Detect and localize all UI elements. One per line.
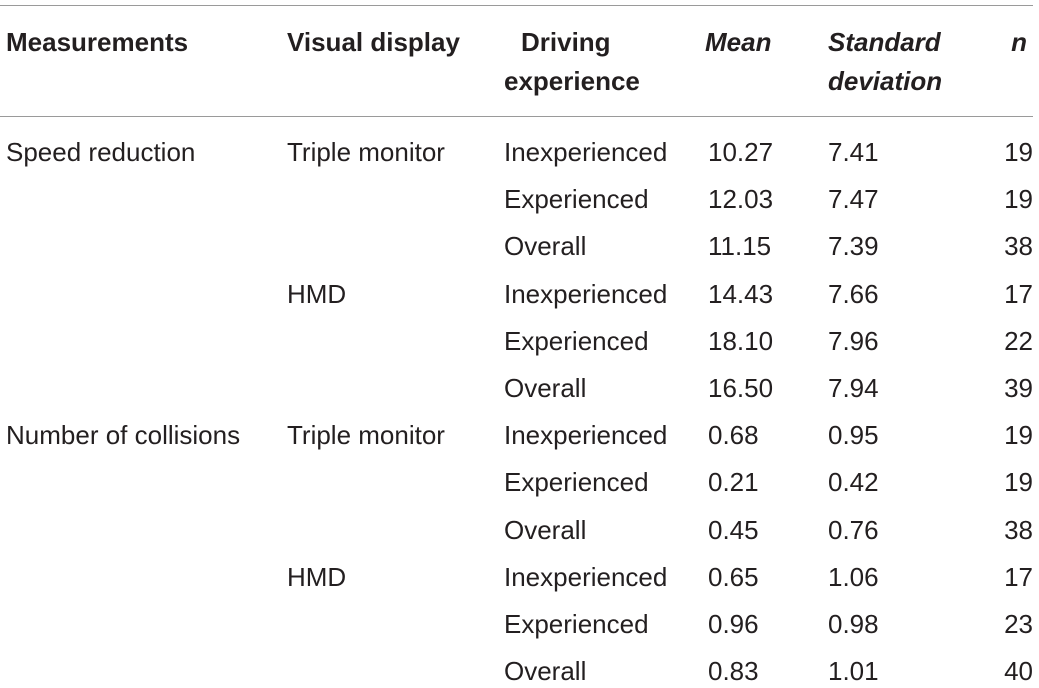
cell-driving-experience: Experienced xyxy=(504,326,649,356)
header-sd-line1: Standard xyxy=(828,27,941,57)
cell-mean: 0.21 xyxy=(708,467,759,497)
cell-n: 38 xyxy=(1004,231,1033,261)
cell-mean: 14.43 xyxy=(708,279,774,309)
header-n: n xyxy=(1011,27,1027,57)
cell-n: 40 xyxy=(1004,656,1033,686)
cell-standard-deviation: 0.76 xyxy=(828,515,879,545)
cell-standard-deviation: 7.94 xyxy=(828,373,879,403)
cell-driving-experience: Overall xyxy=(504,656,587,686)
cell-visual-display: Triple monitor xyxy=(287,420,445,450)
cell-mean: 0.68 xyxy=(708,420,759,450)
cell-n: 19 xyxy=(1004,137,1033,167)
cell-n: 38 xyxy=(1004,515,1033,545)
cell-driving-experience: Experienced xyxy=(504,609,649,639)
cell-driving-experience: Experienced xyxy=(504,467,649,497)
cell-driving-experience: Inexperienced xyxy=(504,279,668,309)
cell-standard-deviation: 7.66 xyxy=(828,279,879,309)
header-mean: Mean xyxy=(705,27,772,57)
cell-mean: 12.03 xyxy=(708,184,774,214)
header-measurements: Measurements xyxy=(6,27,189,57)
cell-mean: 0.45 xyxy=(708,515,759,545)
cell-measurement: Number of collisions xyxy=(6,420,241,450)
cell-standard-deviation: 7.39 xyxy=(828,231,879,261)
header-driving-line1: Driving xyxy=(521,27,611,57)
cell-n: 17 xyxy=(1004,279,1033,309)
header-driving-line2: experience xyxy=(504,66,640,96)
table-top-rule xyxy=(0,5,1033,6)
cell-driving-experience: Inexperienced xyxy=(504,562,668,592)
cell-driving-experience: Inexperienced xyxy=(504,137,668,167)
cell-visual-display: HMD xyxy=(287,562,347,592)
cell-mean: 0.83 xyxy=(708,656,759,686)
cell-mean: 10.27 xyxy=(708,137,774,167)
cell-visual-display: HMD xyxy=(287,279,347,309)
cell-n: 19 xyxy=(1004,184,1033,214)
cell-n: 39 xyxy=(1004,373,1033,403)
cell-n: 19 xyxy=(1004,420,1033,450)
header-sd-line2: deviation xyxy=(828,66,943,96)
cell-driving-experience: Inexperienced xyxy=(504,420,668,450)
cell-standard-deviation: 7.41 xyxy=(828,137,879,167)
cell-driving-experience: Overall xyxy=(504,373,587,403)
cell-mean: 18.10 xyxy=(708,326,774,356)
header-visual-display: Visual display xyxy=(287,27,460,57)
cell-n: 22 xyxy=(1004,326,1033,356)
cell-mean: 0.65 xyxy=(708,562,759,592)
cell-standard-deviation: 7.47 xyxy=(828,184,879,214)
cell-standard-deviation: 1.01 xyxy=(828,656,879,686)
cell-standard-deviation: 1.06 xyxy=(828,562,879,592)
cell-standard-deviation: 0.42 xyxy=(828,467,879,497)
cell-standard-deviation: 7.96 xyxy=(828,326,879,356)
cell-mean: 16.50 xyxy=(708,373,774,403)
cell-n: 19 xyxy=(1004,467,1033,497)
cell-measurement: Speed reduction xyxy=(6,137,196,167)
cell-mean: 11.15 xyxy=(708,231,772,261)
cell-standard-deviation: 0.95 xyxy=(828,420,879,450)
cell-driving-experience: Overall xyxy=(504,515,587,545)
table-header-rule xyxy=(0,116,1033,117)
cell-driving-experience: Overall xyxy=(504,231,587,261)
cell-visual-display: Triple monitor xyxy=(287,137,445,167)
cell-mean: 0.96 xyxy=(708,609,759,639)
cell-n: 23 xyxy=(1004,609,1033,639)
cell-standard-deviation: 0.98 xyxy=(828,609,879,639)
cell-driving-experience: Experienced xyxy=(504,184,649,214)
cell-n: 17 xyxy=(1004,562,1033,592)
